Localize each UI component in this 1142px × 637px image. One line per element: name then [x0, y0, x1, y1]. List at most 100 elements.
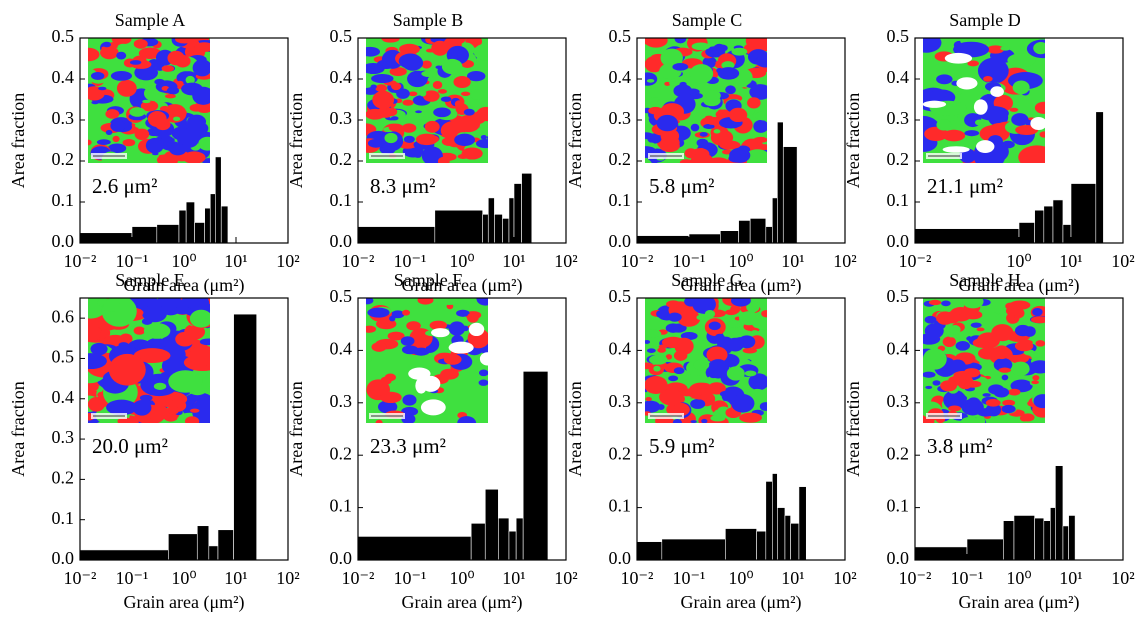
- x-tick-label: 10⁻²: [342, 568, 375, 588]
- annotation: 21.1 μm²: [927, 174, 1003, 198]
- bar: [777, 507, 786, 561]
- bar: [515, 517, 524, 561]
- y-tick-label: 0.6: [52, 306, 75, 326]
- grain: [705, 116, 723, 126]
- grain: [389, 315, 396, 322]
- grain: [432, 80, 443, 90]
- grain: [96, 139, 111, 145]
- grain: [962, 298, 984, 309]
- grain: [173, 116, 181, 122]
- grain: [646, 79, 655, 83]
- grain: [375, 419, 383, 423]
- grain: [185, 75, 195, 85]
- x-tick-label: 10⁰: [171, 568, 196, 588]
- x-tick-label: 10²: [1111, 568, 1134, 588]
- grain: [116, 51, 127, 60]
- bar: [772, 473, 778, 561]
- bar: [79, 549, 169, 561]
- grain: [693, 359, 710, 371]
- grain: [1001, 374, 1009, 381]
- grain: [964, 130, 980, 137]
- grain: [390, 73, 407, 84]
- x-tick-label: 10⁰: [449, 568, 474, 588]
- grain: [985, 399, 1001, 407]
- grain: [105, 109, 120, 119]
- grain: [923, 38, 942, 53]
- grain: [198, 136, 210, 151]
- grain: [976, 327, 985, 332]
- bar: [1062, 224, 1072, 244]
- grain: [674, 38, 687, 44]
- grain: [645, 400, 661, 413]
- grain: [645, 376, 668, 394]
- grain: [1039, 131, 1045, 138]
- grain: [142, 99, 151, 104]
- grain: [656, 309, 668, 319]
- grain: [923, 100, 947, 108]
- grain: [731, 47, 748, 56]
- grain: [134, 123, 144, 129]
- grain: [437, 89, 448, 94]
- grain: [151, 152, 159, 156]
- grain: [440, 298, 458, 305]
- grain: [367, 307, 390, 318]
- grain: [707, 157, 729, 163]
- y-tick-label: 0.3: [887, 108, 910, 128]
- bar: [168, 533, 198, 561]
- grain: [122, 139, 136, 147]
- bar: [756, 530, 767, 561]
- bar: [196, 525, 210, 561]
- grain: [944, 52, 973, 64]
- bar: [79, 232, 133, 244]
- grain: [117, 43, 130, 51]
- grain: [194, 42, 210, 52]
- bar: [1003, 520, 1015, 561]
- grain: [665, 354, 673, 360]
- grain: [402, 394, 417, 406]
- grain: [932, 380, 941, 386]
- grain: [688, 299, 696, 305]
- x-tick-label: 10¹: [1059, 568, 1082, 588]
- chart-title: Sample D: [949, 10, 1021, 30]
- grain: [204, 329, 210, 338]
- grain: [748, 373, 767, 391]
- grain: [375, 84, 388, 92]
- grain: [733, 336, 751, 344]
- y-tick-label: 0.1: [330, 190, 353, 210]
- grain: [419, 90, 427, 97]
- grain: [697, 382, 711, 389]
- bar: [502, 218, 510, 244]
- grain: [175, 331, 195, 347]
- y-tick-label: 0.0: [609, 548, 632, 568]
- grain: [414, 152, 422, 158]
- y-axis-label: Area fraction: [8, 381, 28, 476]
- ebsd-map-inset: [366, 298, 488, 423]
- bar: [156, 224, 180, 244]
- grain: [739, 311, 760, 326]
- grain: [692, 298, 716, 314]
- grain: [1011, 361, 1030, 376]
- grain: [377, 400, 398, 414]
- annotation: 5.8 μm²: [649, 174, 714, 198]
- grain: [415, 133, 438, 146]
- grain: [666, 300, 681, 308]
- grain: [725, 309, 738, 316]
- grain: [424, 120, 440, 133]
- grain: [956, 77, 978, 90]
- x-tick-label: 10⁻²: [64, 251, 97, 271]
- grain: [755, 55, 767, 68]
- grain: [159, 105, 170, 113]
- grain: [977, 57, 1009, 84]
- grain: [967, 60, 979, 67]
- x-tick-label: 10⁰: [449, 251, 474, 271]
- y-tick-label: 0.3: [52, 108, 75, 128]
- bar: [765, 481, 773, 561]
- chart-title: Sample F: [394, 270, 463, 290]
- annotation: 20.0 μm²: [92, 434, 168, 458]
- y-tick-label: 0.0: [887, 231, 910, 251]
- y-tick-label: 0.1: [52, 190, 75, 210]
- grain: [454, 100, 464, 108]
- y-tick-label: 0.1: [887, 496, 910, 516]
- y-tick-label: 0.4: [609, 67, 632, 87]
- grain: [143, 323, 171, 339]
